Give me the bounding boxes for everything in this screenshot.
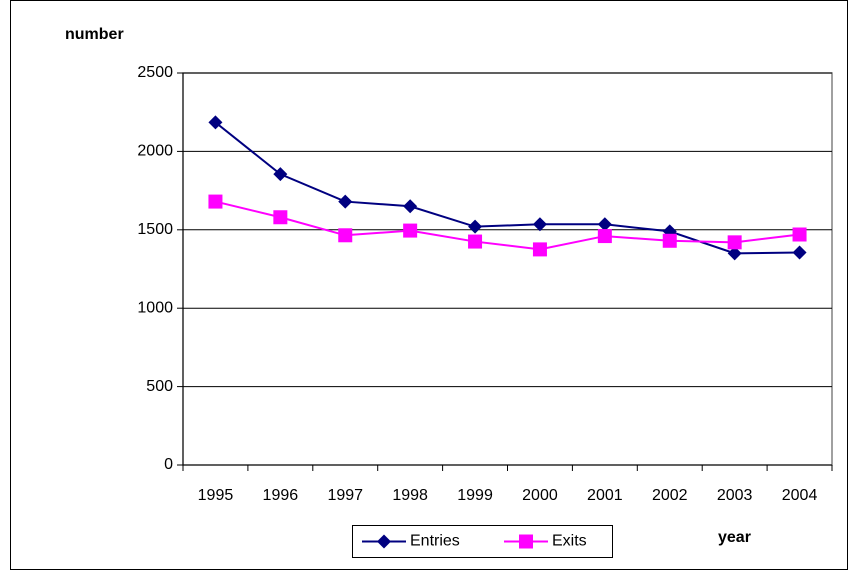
y-tick-label: 0 (164, 456, 173, 473)
y-tick-label: 1500 (137, 221, 173, 238)
data-point (532, 242, 547, 257)
x-tick-label: 2002 (652, 487, 688, 504)
x-tick-label: 2001 (587, 487, 623, 504)
y-tick-label: 500 (146, 378, 173, 395)
x-tick-label: 2000 (522, 487, 558, 504)
data-point (273, 210, 288, 225)
x-tick-label: 1996 (263, 487, 299, 504)
legend-label: Entries (410, 533, 460, 550)
legend-marker (519, 534, 533, 549)
data-point (597, 229, 612, 244)
data-point (338, 228, 353, 243)
plot-area (182, 72, 833, 466)
data-point (532, 217, 547, 232)
x-axis-label: year (718, 529, 751, 546)
y-tick-label: 1000 (137, 299, 173, 316)
y-tick-label: 2500 (137, 64, 173, 81)
data-point (208, 194, 223, 209)
x-tick-label: 2003 (717, 487, 753, 504)
data-point (403, 199, 418, 214)
data-point (273, 167, 288, 182)
x-tick-label: 1997 (327, 487, 363, 504)
legend-marker (377, 534, 391, 549)
data-point (597, 217, 612, 232)
data-point (792, 227, 807, 242)
y-tick-label: 2000 (137, 143, 173, 160)
series-line (215, 200, 800, 251)
legend-label: Exits (552, 533, 587, 550)
data-point (338, 194, 353, 209)
data-point (662, 233, 677, 248)
data-point (792, 245, 807, 260)
data-point (403, 223, 418, 238)
data-point (727, 246, 742, 261)
data-point (468, 234, 483, 249)
x-tick-label: 1998 (392, 487, 428, 504)
x-tick-label: 2004 (782, 487, 818, 504)
y-axis-label: number (65, 26, 124, 43)
data-point (727, 235, 742, 250)
x-tick-label: 1995 (198, 487, 234, 504)
x-tick-label: 1999 (457, 487, 493, 504)
data-point (468, 219, 483, 234)
data-point (208, 115, 223, 130)
